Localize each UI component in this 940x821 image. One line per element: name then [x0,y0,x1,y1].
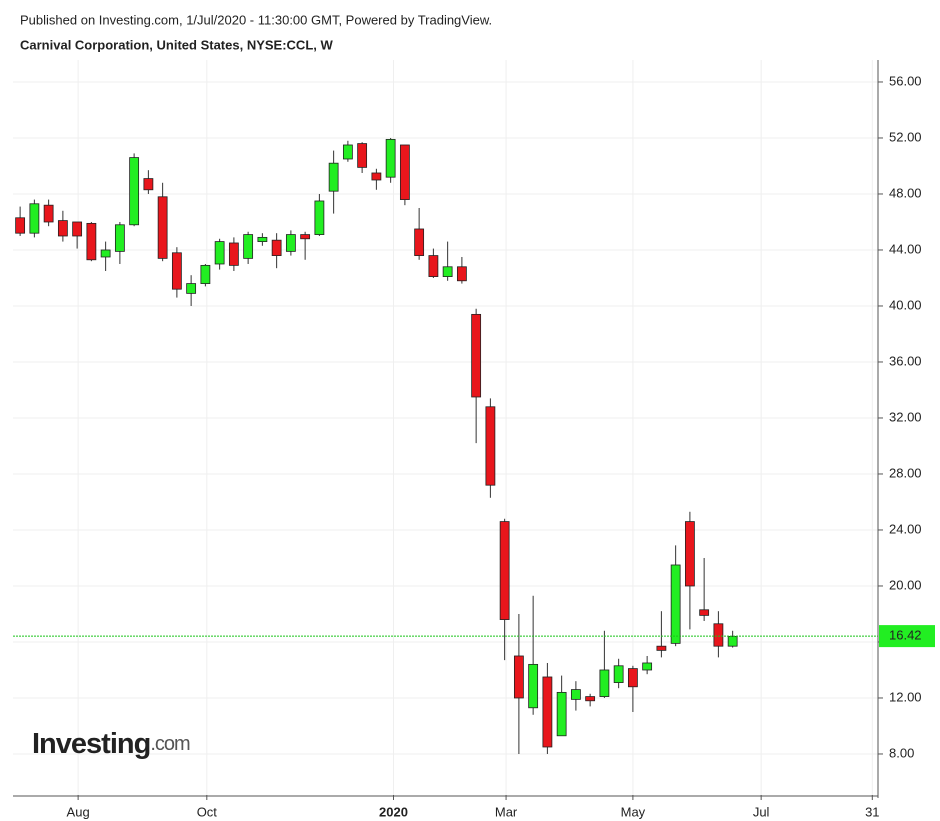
candle-body [72,221,83,237]
candle-body [528,663,539,709]
candle-body [713,623,724,647]
candle-body [684,521,695,587]
y-tick-label: 36.00 [889,353,922,368]
candle-body [57,220,68,237]
candle-body [499,521,510,620]
candle-body [670,564,681,644]
candle-body [228,242,239,266]
candle-body [114,224,125,252]
x-tick-label: Mar [495,804,518,819]
x-tick-label: 2020 [379,804,408,819]
candle-body [642,662,653,671]
candle-body [271,239,282,256]
candle-body [129,157,140,226]
candle-body [471,313,482,398]
grid [13,60,878,795]
candle-body [300,234,311,240]
last-price-box [879,625,935,648]
candle-body [414,228,425,256]
candle-body [43,204,54,223]
candle-body [15,217,26,234]
candle-body [200,264,211,284]
candle-body [542,676,553,748]
candle-body [157,196,168,259]
y-tick-label: 24.00 [889,521,922,536]
candle-body [214,241,225,265]
x-tick-label: May [621,804,646,819]
candle-body [399,144,410,200]
x-tick-label: Aug [67,804,90,819]
watermark: Investing.com [32,728,190,760]
candle-body [342,144,353,160]
candle-body [556,691,567,737]
candle-body [456,266,467,282]
candle-body [570,689,581,700]
candle-body [86,222,97,261]
watermark-suffix: .com [150,733,190,755]
candle-body [727,635,738,647]
candle-body [243,234,254,259]
chart-title: Carnival Corporation, United States, NYS… [20,37,333,52]
x-tick-label: Oct [197,804,218,819]
y-tick-label: 52.00 [889,129,922,144]
candle-body [328,162,339,192]
candle-body [599,669,610,697]
y-tick-label: 28.00 [889,465,922,480]
header: Published on Investing.com, 1/Jul/2020 -… [20,12,492,27]
candle-body [442,266,453,277]
last-price-label: 16.42 [889,628,922,643]
y-tick-label: 48.00 [889,185,922,200]
y-tick-label: 8.00 [889,745,914,760]
y-tick-label: 44.00 [889,241,922,256]
candle-body [699,609,710,616]
y-tick-label: 20.00 [889,577,922,592]
y-tick-label: 12.00 [889,689,922,704]
candle-body [428,255,439,277]
candle-body [385,138,396,178]
x-tick-label: 31 [865,804,879,819]
candle-body [171,252,182,290]
candle-body [29,203,40,234]
candle-body [285,234,296,252]
candle-body [656,645,667,651]
candle-body [143,178,154,191]
candle-body [485,406,496,486]
candle-body [257,236,268,242]
x-tick-label: Jul [753,804,770,819]
candle-body [186,283,197,294]
watermark-main: Investing [32,728,150,760]
candle-body [371,172,382,181]
candle-body [314,200,325,235]
candle-body [357,143,368,168]
candle-body [627,668,638,688]
candle-body [585,696,596,702]
y-tick-label: 32.00 [889,409,922,424]
candle-body [613,665,624,683]
y-tick-label: 40.00 [889,297,922,312]
candle-body [100,249,111,258]
y-tick-label: 56.00 [889,73,922,88]
candles [15,137,738,754]
candle-body [513,655,524,699]
